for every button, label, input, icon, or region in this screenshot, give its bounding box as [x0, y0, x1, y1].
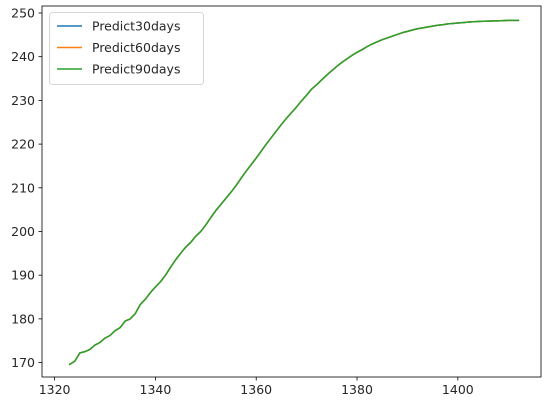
y-tick-label: 230 [11, 93, 35, 108]
legend-entries: Predict30days Predict60days Predict90days [57, 19, 180, 77]
y-tick-label: 250 [11, 5, 35, 20]
y-tick-label: 190 [11, 268, 35, 283]
x-axis: 1320 1340 1360 1380 1400 [39, 377, 474, 397]
y-tick-label: 210 [11, 180, 35, 195]
legend-box [49, 12, 204, 85]
legend-label-predict90days: Predict90days [92, 62, 180, 77]
y-tick-label: 220 [11, 137, 35, 152]
y-tick-label: 200 [11, 224, 35, 239]
x-tick-label: 1400 [442, 382, 474, 397]
legend-label-predict60days: Predict60days [92, 40, 180, 55]
x-tick-label: 1340 [140, 382, 172, 397]
legend: Predict30days Predict60days Predict90days [49, 12, 204, 85]
x-tick-label: 1360 [240, 382, 272, 397]
legend-label-predict30days: Predict30days [92, 19, 180, 34]
series-line-predict90days [68, 19, 520, 366]
y-tick-label: 180 [11, 311, 35, 326]
series-layer [68, 19, 520, 366]
y-tick-label: 170 [11, 355, 35, 370]
y-tick-label: 240 [11, 49, 35, 64]
y-axis: 170 180 190 200 210 220 230 240 250 [11, 5, 42, 370]
x-tick-label: 1380 [341, 382, 373, 397]
x-tick-label: 1320 [39, 382, 71, 397]
plot-frame [41, 5, 542, 378]
